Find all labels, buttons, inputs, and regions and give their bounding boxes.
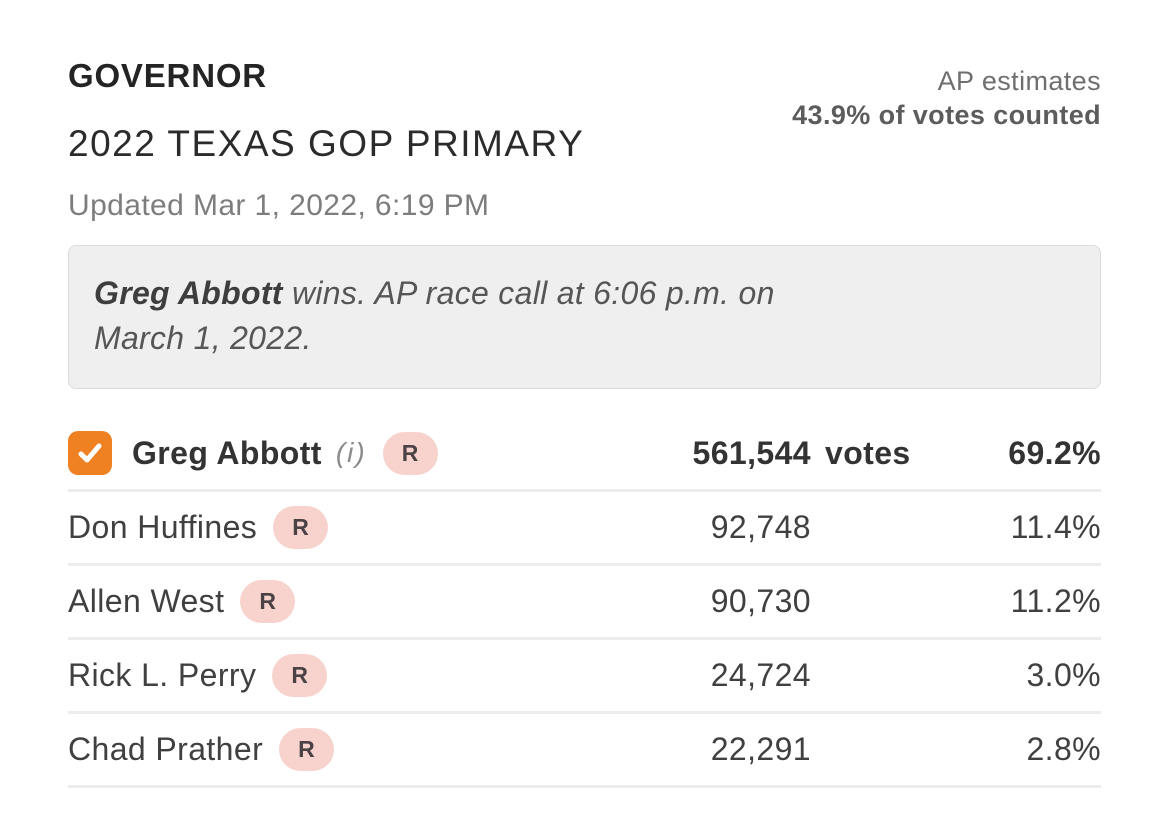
race-title: 2022 TEXAS GOP PRIMARY [68,122,585,164]
candidate-row: Allen West R 90,730 11.2% [68,566,1101,640]
candidate-row: Chad Prather R 22,291 2.8% [68,714,1101,788]
candidate-name: Allen West [68,582,225,619]
votes-suffix-label [811,657,933,694]
incumbent-marker: (i) [335,437,367,469]
candidate-cell: Don Huffines R [68,505,603,549]
candidate-cell: Rick L. Perry R [68,653,603,697]
vote-percent: 69.2% [1008,434,1101,471]
race-header-left: GOVERNOR 2022 TEXAS GOP PRIMARY Updated … [68,56,584,224]
candidate-row: Rick L. Perry R 24,724 3.0% [68,640,1101,714]
vote-count: 90,730 [710,582,811,619]
race-call-text: Greg Abbott wins. AP race call at 6:06 p… [94,271,1074,361]
party-badge: R [382,431,438,475]
party-badge: R [273,505,329,549]
candidate-name: Rick L. Perry [68,656,257,693]
winner-check-icon [68,431,112,476]
votes-suffix-label [811,731,933,768]
candidate-row: Greg Abbott (i) R 561,544 votes 69.2% [68,418,1101,492]
vote-percent: 3.0% [1026,656,1101,693]
vote-count: 92,748 [710,508,811,545]
race-call-detail: wins. AP race call at 6:06 p.m. on March… [94,274,775,356]
party-badge: R [240,579,296,623]
candidate-row: Don Huffines R 92,748 11.4% [68,492,1101,566]
vote-percent: 2.8% [1026,730,1101,767]
estimate-source-label: AP estimates [937,66,1101,96]
party-badge: R [279,727,335,771]
candidate-cell: Allen West R [68,579,603,623]
votes-suffix-label: votes [825,434,911,471]
votes-suffix-label [811,583,933,620]
votes-cell: 24,724 [603,657,933,694]
updated-timestamp: Updated Mar 1, 2022, 6:19 PM [68,188,490,222]
vote-count: 24,724 [710,656,811,693]
candidate-name: Chad Prather [68,730,264,767]
office-title: GOVERNOR [68,57,267,94]
party-badge: R [272,653,328,697]
ap-estimates-block: AP estimates 43.9% of votes counted [792,56,1101,132]
votes-cell: 22,291 [603,731,933,768]
votes-cell: 90,730 [603,583,933,620]
candidate-cell: Greg Abbott (i) R [68,431,603,476]
votes-suffix-label [811,509,933,546]
votes-cell: 561,544 votes [603,435,933,472]
race-header: GOVERNOR 2022 TEXAS GOP PRIMARY Updated … [68,56,1101,224]
vote-count: 22,291 [710,730,811,767]
vote-count: 561,544 [692,434,811,471]
results-table: Greg Abbott (i) R 561,544 votes 69.2% Do… [68,418,1101,788]
candidate-name: Don Huffines [68,508,258,545]
candidate-name: Greg Abbott [132,434,322,471]
votes-cell: 92,748 [603,509,933,546]
vote-percent: 11.4% [1010,508,1101,545]
race-call-box: Greg Abbott wins. AP race call at 6:06 p… [68,244,1101,389]
votes-counted-label: 43.9% of votes counted [792,100,1101,130]
vote-percent: 11.2% [1010,582,1101,619]
race-call-winner-name: Greg Abbott [94,274,283,311]
election-results-widget: GOVERNOR 2022 TEXAS GOP PRIMARY Updated … [68,56,1101,788]
candidate-cell: Chad Prather R [68,727,603,771]
